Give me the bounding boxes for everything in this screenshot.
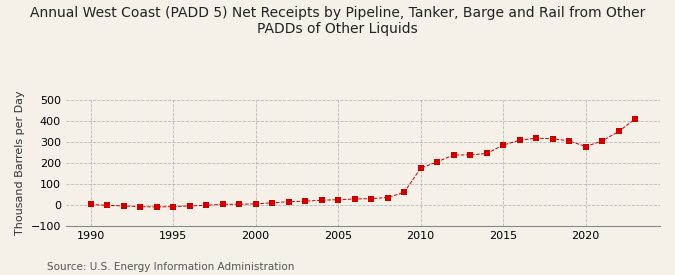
- Text: Annual West Coast (PADD 5) Net Receipts by Pipeline, Tanker, Barge and Rail from: Annual West Coast (PADD 5) Net Receipts …: [30, 6, 645, 36]
- Y-axis label: Thousand Barrels per Day: Thousand Barrels per Day: [15, 90, 25, 235]
- Text: Source: U.S. Energy Information Administration: Source: U.S. Energy Information Administ…: [47, 262, 294, 272]
